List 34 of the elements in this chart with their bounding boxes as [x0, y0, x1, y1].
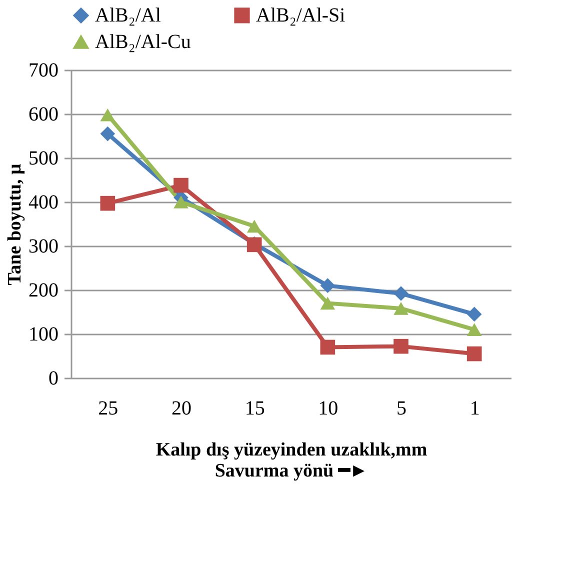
point — [320, 278, 336, 294]
x-tick-label: 15 — [244, 398, 265, 420]
x-tick-label: 20 — [172, 398, 192, 420]
x-tick-label: 5 — [396, 398, 406, 420]
y-tick-label: 0 — [48, 368, 58, 390]
point — [174, 196, 188, 208]
legend-label: AlB₂/Al-Cu — [95, 31, 191, 53]
point — [100, 108, 116, 122]
y-tick-label: 300 — [28, 236, 58, 258]
point — [466, 323, 482, 336]
point — [100, 126, 116, 142]
x-axis-title: Kalıp dış yüzeyinden uzaklık,mm Savurma yönü ━► — [156, 440, 428, 482]
y-tick-label: 700 — [28, 60, 58, 82]
legend-label: AlB₂/Al-Si — [256, 4, 346, 26]
y-axis-title: Tane boyutu, μ — [4, 164, 26, 286]
point — [100, 196, 116, 211]
point — [246, 220, 262, 233]
point — [174, 178, 188, 193]
point — [394, 302, 408, 315]
point — [394, 338, 408, 354]
y-tick-label: 500 — [28, 148, 58, 170]
legend-label: AlB₂/Al — [95, 4, 162, 26]
y-tick-label: 600 — [28, 104, 58, 126]
point — [466, 346, 482, 362]
point — [320, 296, 336, 310]
y-tick-label: 400 — [28, 192, 58, 214]
y-tick-label: 200 — [28, 280, 58, 302]
x-tick-label: 10 — [318, 398, 338, 420]
point — [466, 306, 482, 322]
y-tick-label: 100 — [28, 324, 58, 346]
point — [320, 340, 336, 355]
point — [394, 286, 408, 301]
x-tick-label: 25 — [98, 398, 118, 420]
x-tick-label: 1 — [470, 398, 480, 420]
